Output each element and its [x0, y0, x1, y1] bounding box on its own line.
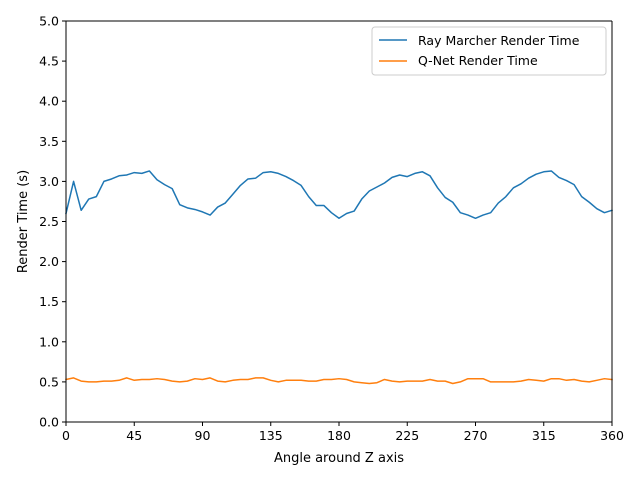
series-line-1 [65, 377, 613, 385]
y-tick-label: 0.0 [39, 415, 59, 430]
y-tick-label: 2.0 [39, 254, 59, 269]
x-tick-label: 45 [126, 428, 142, 443]
y-axis-ticks: 0.0 0.5 1.0 1.5 2.0 2.5 3.0 3.5 4.0 4.5 5.0 [39, 14, 66, 430]
legend-box [371, 26, 607, 76]
y-tick-label: 5.0 [39, 14, 59, 29]
series-layer [65, 170, 613, 385]
x-tick-label: 315 [532, 428, 556, 443]
x-tick-label: 90 [195, 428, 211, 443]
plot-area [66, 21, 612, 422]
x-axis-label: Angle around Z axis [274, 451, 404, 466]
x-tick-label: 180 [327, 428, 351, 443]
y-tick-label: 1.0 [39, 334, 59, 349]
x-tick-label: 135 [259, 428, 283, 443]
legend-label-q-net: Q-Net Render Time [418, 53, 538, 68]
y-axis-label: Render Time (s) [16, 170, 31, 273]
legend: Ray Marcher Render Time Q-Net Render Tim… [371, 26, 607, 76]
y-tick-label: 4.0 [39, 94, 59, 109]
y-tick-label: 3.5 [39, 134, 59, 149]
y-tick-label: 2.5 [39, 214, 59, 229]
y-tick-label: 1.5 [39, 294, 59, 309]
x-tick-label: 360 [600, 428, 624, 443]
series-line-0 [65, 170, 613, 220]
x-axis-ticks: 0 45 90 135 180 225 270 315 360 [62, 422, 624, 443]
x-tick-label: 225 [395, 428, 419, 443]
y-tick-label: 3.0 [39, 174, 59, 189]
y-tick-label: 4.5 [39, 54, 59, 69]
x-tick-label: 0 [62, 428, 70, 443]
x-tick-label: 270 [464, 428, 488, 443]
y-tick-label: 0.5 [39, 374, 59, 389]
legend-label-ray-marcher: Ray Marcher Render Time [418, 33, 580, 48]
